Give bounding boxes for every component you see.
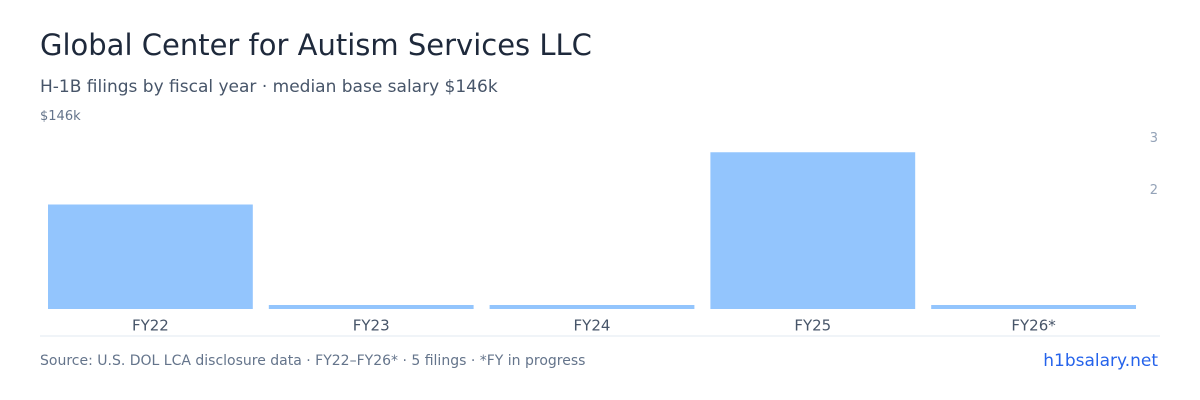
x-tick-label: FY24: [574, 317, 611, 335]
bar: [489, 305, 695, 309]
bar: [48, 204, 253, 309]
y-tick-label: 3: [1150, 131, 1158, 146]
x-tick-label: FY25: [794, 317, 831, 335]
chart-subtitle: H-1B filings by fiscal year · median bas…: [40, 77, 498, 97]
chart-title: Global Center for Autism Services LLC: [40, 28, 592, 62]
y2-tick-label: $146k: [40, 109, 81, 124]
source-note: Source: U.S. DOL LCA disclosure data · F…: [40, 353, 585, 369]
bar: [710, 152, 916, 309]
site-link[interactable]: h1bsalary.net: [1043, 351, 1158, 371]
x-tick-label: FY22: [132, 317, 169, 335]
x-tick-label: FY26*: [1011, 317, 1056, 335]
x-tick-label: FY23: [353, 317, 390, 335]
bar: [931, 305, 1136, 309]
y-tick-label: 2: [1150, 183, 1158, 198]
bar: [268, 305, 474, 309]
